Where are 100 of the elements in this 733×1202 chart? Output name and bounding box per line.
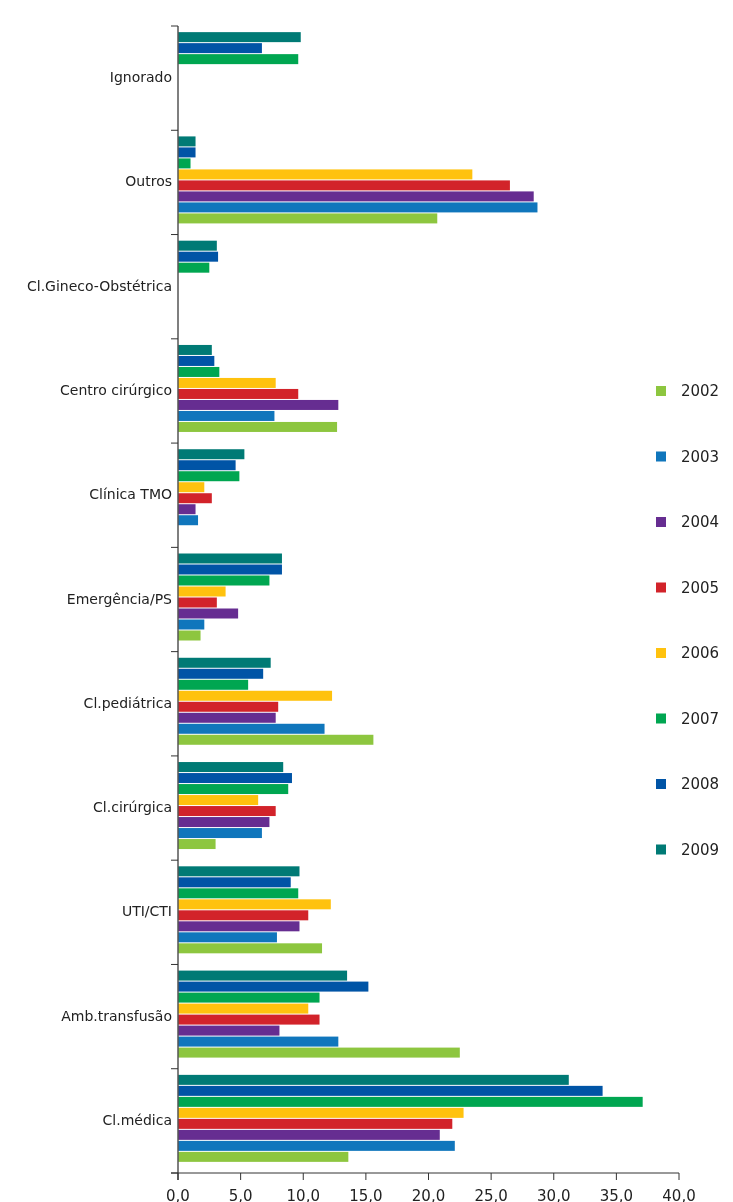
bar <box>178 657 271 668</box>
y-tick-label: Cl.Gineco-Obstétrica <box>26 277 172 294</box>
bar <box>178 355 215 366</box>
bar <box>178 723 325 734</box>
bar <box>178 784 289 795</box>
y-tick-label: Cl.cirúrgica <box>93 799 172 816</box>
bar <box>178 136 196 147</box>
bar <box>178 970 348 981</box>
bar <box>178 888 299 899</box>
bar <box>178 191 534 202</box>
bar <box>178 1085 603 1096</box>
y-tick-label: UTI/CTI <box>121 903 172 920</box>
bar <box>178 932 277 943</box>
bar <box>178 1151 349 1162</box>
legend-label: 2005 <box>680 578 720 597</box>
bar <box>178 158 191 169</box>
bar <box>178 43 262 54</box>
bar <box>178 608 239 619</box>
bar <box>178 460 236 471</box>
bar <box>178 668 264 679</box>
bar <box>178 630 201 641</box>
bar <box>178 921 300 932</box>
bar <box>178 806 276 817</box>
bar <box>178 366 220 377</box>
bar <box>178 1096 643 1107</box>
y-tick-label: Cl.médica <box>102 1111 172 1128</box>
bar <box>178 410 275 421</box>
bar <box>178 147 196 158</box>
bar <box>178 828 262 839</box>
bar <box>178 1129 440 1140</box>
legend-label: 2008 <box>680 775 720 793</box>
bar <box>178 575 270 586</box>
bar <box>178 1140 455 1151</box>
y-tick-label: Ignorado <box>109 69 172 86</box>
bar <box>178 344 212 355</box>
x-tick-label: 10,0 <box>286 1187 320 1202</box>
bar <box>178 169 473 180</box>
bar <box>178 1036 339 1047</box>
bar <box>178 690 333 701</box>
bar <box>178 471 240 482</box>
bar <box>178 504 196 515</box>
bar <box>178 482 205 493</box>
bar <box>178 262 210 273</box>
bar <box>178 564 282 575</box>
y-tick-label: Cl.pediátrica <box>83 694 172 711</box>
bar <box>178 734 374 745</box>
bar <box>178 817 270 828</box>
bar <box>178 839 216 850</box>
bar <box>178 619 205 630</box>
x-tick-label: 25,0 <box>474 1187 508 1202</box>
bar <box>178 449 245 460</box>
bar <box>178 251 219 262</box>
x-tick-label: 35,0 <box>599 1187 634 1202</box>
x-tick-label: 0,0 <box>166 1187 190 1202</box>
bar <box>178 701 279 712</box>
bar <box>178 899 331 910</box>
bar <box>178 54 299 65</box>
bar <box>178 943 323 954</box>
bar <box>178 679 249 690</box>
bar <box>178 877 291 888</box>
legend-label: 2002 <box>680 382 720 400</box>
bar <box>178 421 338 432</box>
bar <box>178 213 438 224</box>
bar <box>178 866 300 877</box>
y-tick-label: Amb.transfusão <box>61 1007 172 1024</box>
legend-label: 2007 <box>680 709 720 728</box>
bar <box>178 1047 460 1058</box>
bar <box>178 399 339 410</box>
bar <box>178 377 276 388</box>
bar <box>178 515 199 526</box>
bar <box>178 1074 569 1085</box>
bar <box>178 32 301 43</box>
x-tick-label: 40,0 <box>662 1187 696 1202</box>
bar <box>178 762 284 773</box>
x-tick-label: 5,0 <box>228 1187 253 1202</box>
bar <box>178 795 259 806</box>
bar <box>178 493 212 504</box>
bar <box>178 992 320 1003</box>
legend-label: 2003 <box>680 447 720 466</box>
bar <box>178 597 217 608</box>
bar <box>178 712 276 723</box>
y-tick-label: Centro cirúrgico <box>60 381 172 398</box>
bar <box>178 1118 453 1129</box>
bar <box>178 1014 320 1025</box>
bar <box>178 981 369 992</box>
y-tick-label: Clínica TMO <box>89 486 172 503</box>
legend-label: 2009 <box>680 840 720 859</box>
bar <box>178 1025 280 1036</box>
x-tick-label: 20,0 <box>411 1187 446 1202</box>
x-tick-label: 15,0 <box>349 1187 383 1202</box>
bar <box>178 773 292 784</box>
y-tick-label: Emergência/PS <box>66 590 173 607</box>
bar <box>178 1003 309 1014</box>
x-tick-label: 30,0 <box>537 1187 571 1202</box>
bar <box>178 586 226 597</box>
legend-label: 2004 <box>680 513 720 531</box>
bar <box>178 240 217 251</box>
bar <box>178 553 282 564</box>
bar <box>178 202 538 213</box>
bar <box>178 180 510 191</box>
